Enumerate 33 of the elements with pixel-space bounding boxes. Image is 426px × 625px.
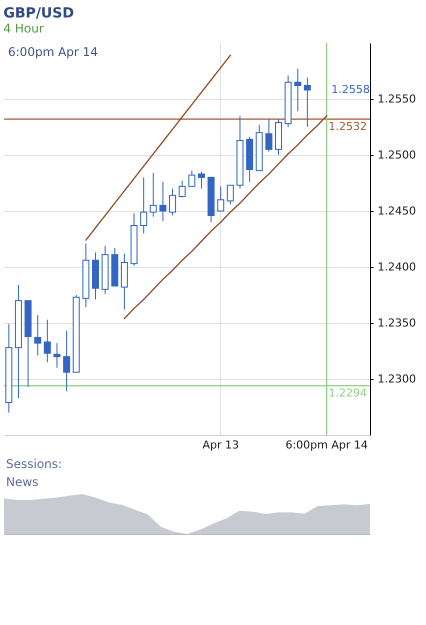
candlestick <box>53 342 60 368</box>
candlestick <box>44 319 51 363</box>
ref-line-label: 1.2532 <box>328 120 367 134</box>
chart-title: GBP/USD <box>3 5 74 22</box>
candlestick <box>140 176 148 234</box>
candlestick <box>198 171 205 190</box>
y-tick-label: 1.2550 <box>378 92 416 106</box>
x-tick-label: Apr 13 <box>202 438 239 452</box>
text: 1.2558 <box>331 83 370 96</box>
y-tick-label: 1.2350 <box>378 316 416 330</box>
line-series <box>85 54 231 241</box>
candlestick <box>150 172 157 218</box>
candlestick <box>294 68 302 112</box>
annotation: 6:00pm Apr 14 <box>8 45 98 59</box>
candlestick <box>159 181 166 222</box>
y-tick-label: 1.2450 <box>378 204 416 218</box>
candlestick <box>63 330 70 392</box>
line-series <box>124 115 328 320</box>
candlestick <box>34 314 42 356</box>
y-tick-label: 1.2400 <box>378 260 416 274</box>
y-tick-label: 1.2500 <box>378 148 416 162</box>
candlestick <box>169 188 176 216</box>
y-tick-label: 1.2300 <box>378 372 416 386</box>
chart-subtitle: 4 Hour <box>3 21 44 36</box>
text: Sessions: <box>6 457 62 471</box>
candlestick <box>304 77 311 128</box>
candlestick <box>226 184 234 205</box>
candlestick <box>217 186 224 212</box>
candlestick <box>188 170 196 187</box>
ref-line-label: 1.2294 <box>328 386 367 400</box>
candlestick <box>178 180 186 198</box>
text: News <box>6 475 38 489</box>
candlestick <box>265 118 272 152</box>
